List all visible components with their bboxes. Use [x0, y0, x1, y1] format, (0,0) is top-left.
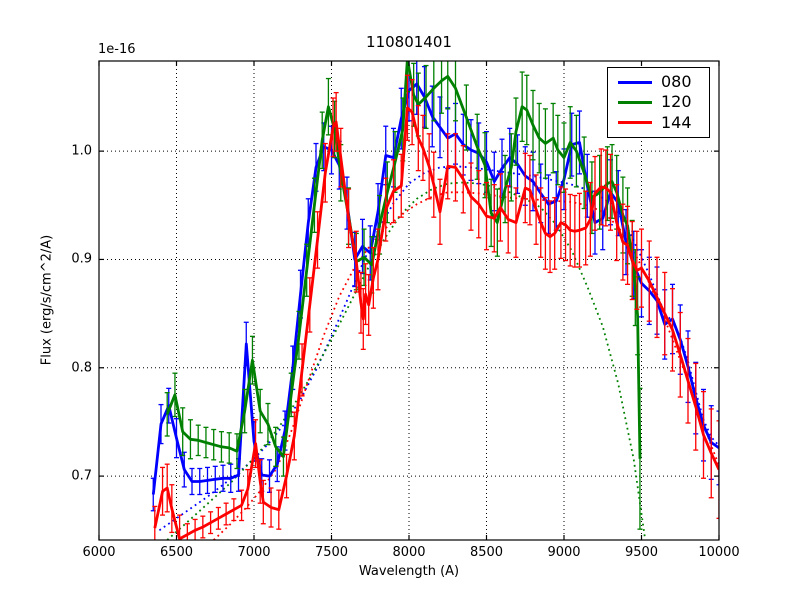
x-tick-label: 9000: [547, 545, 581, 560]
legend-item-080: 080: [608, 72, 709, 92]
legend-line-blue: [618, 80, 652, 84]
x-tick-label: 8000: [392, 545, 426, 560]
x-tick-label: 8500: [469, 545, 504, 560]
x-tick-label: 6000: [82, 545, 116, 560]
chart-title: 110801401: [366, 33, 452, 51]
legend-line-green: [618, 100, 652, 104]
series-line: [153, 106, 719, 540]
series-line: [151, 82, 719, 495]
x-tick-label: 7000: [237, 545, 271, 560]
series-line: [166, 181, 647, 540]
y-tick-label: 1.0: [71, 143, 92, 159]
legend-line-red: [618, 121, 652, 125]
y-tick-label: 0.9: [71, 251, 92, 267]
legend-label: 080: [661, 72, 692, 92]
series-line: [213, 191, 719, 540]
series-line: [165, 61, 642, 459]
legend-item-120: 120: [608, 92, 709, 112]
x-tick-label: 6500: [159, 545, 194, 560]
legend: 080 120 144: [607, 67, 710, 138]
series-144-model: [213, 191, 719, 540]
series-120: [164, 61, 643, 530]
x-tick-label: 10000: [698, 545, 740, 560]
series-144: [152, 74, 719, 540]
x-axis-label: Wavelength (A): [358, 564, 460, 579]
error-bars: [152, 74, 719, 540]
tick-marks: [98, 61, 720, 540]
y-axis-offset-label: 1e-16: [98, 42, 136, 57]
series-120-model: [166, 181, 647, 540]
legend-item-144: 144: [608, 113, 709, 133]
y-tick-label: 0.8: [71, 360, 92, 376]
legend-label: 144: [661, 112, 692, 132]
gridlines: [98, 61, 720, 540]
y-tick-label: 0.7: [71, 468, 92, 484]
x-tick-label: 7500: [314, 545, 349, 560]
x-tick-label: 9500: [624, 545, 659, 560]
legend-label: 120: [661, 92, 692, 112]
